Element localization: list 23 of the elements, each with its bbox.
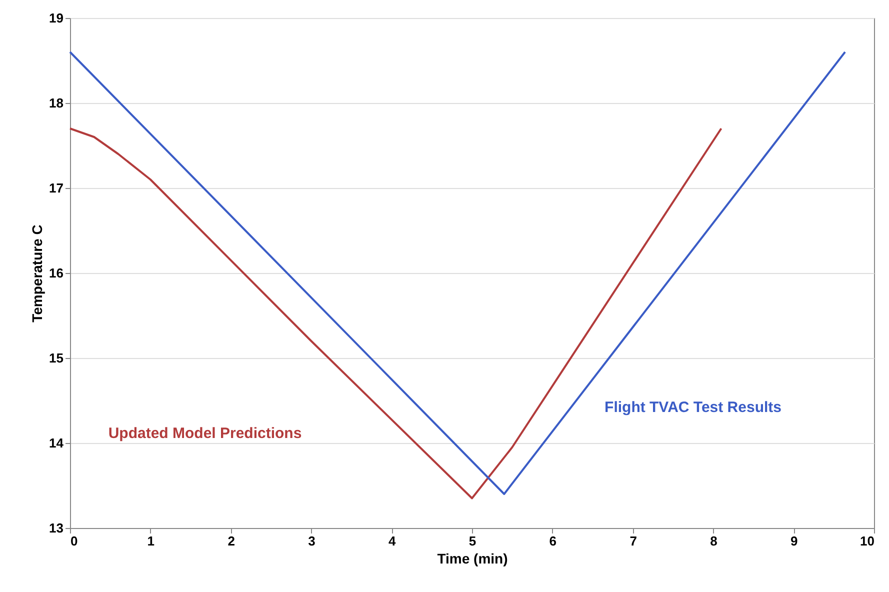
x-tick-label: 5	[468, 534, 476, 548]
y-axis-title: Temperature C	[29, 224, 46, 322]
x-tick-label: 8	[710, 534, 718, 548]
y-tick-label: 19	[49, 10, 64, 26]
text: Updated Model Predictions	[108, 425, 302, 442]
x-axis-title: Time (min)	[437, 550, 508, 566]
x-tick-label: 1	[147, 534, 155, 548]
y-tick-label: 17	[49, 180, 64, 196]
y-tick-label: 13	[49, 520, 64, 536]
series-label: Flight TVAC Test Results	[604, 399, 782, 416]
x-tick-label: 2	[228, 534, 235, 548]
x-tick-label: 3	[308, 534, 316, 548]
y-tick-label: 15	[49, 350, 64, 366]
x-tick-label: 7	[630, 534, 637, 548]
y-tick-label: 14	[49, 436, 64, 450]
x-tick-label: 0	[70, 534, 78, 548]
x-tick-label: 10	[860, 534, 874, 548]
line-series	[69, 128, 722, 500]
y-tick-label: 18	[49, 96, 64, 110]
x-tick-label: 6	[549, 534, 557, 548]
x-tick-label: 9	[790, 534, 798, 548]
y-tick-label: 16	[49, 266, 64, 280]
x-tick-label: 4	[388, 534, 396, 548]
